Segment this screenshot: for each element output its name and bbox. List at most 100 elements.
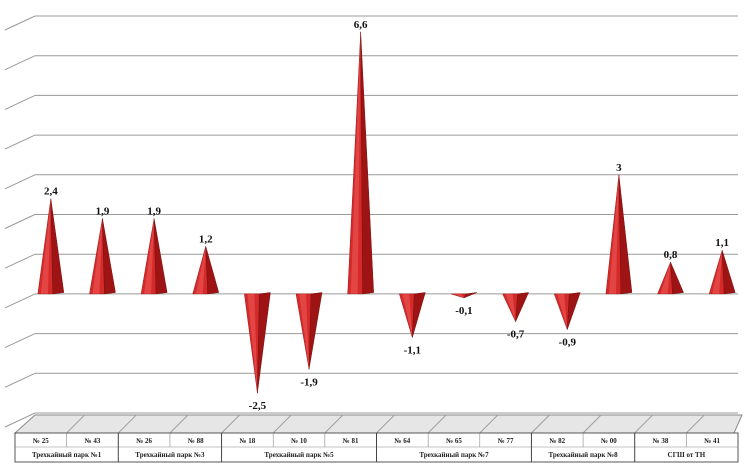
bar-side-face — [308, 292, 323, 370]
category-tick-label: № 26 — [135, 437, 152, 445]
category-tick-label: № 88 — [187, 437, 204, 445]
grid-lines — [4, 15, 738, 428]
floor-divider — [376, 414, 395, 434]
bar-side-face — [463, 292, 478, 299]
gridline-side — [4, 94, 36, 110]
floor-divider — [272, 414, 292, 434]
bar-side-face — [153, 218, 168, 295]
gridline-side — [4, 55, 36, 71]
bar-side-face — [721, 250, 736, 295]
bars-layer — [37, 31, 736, 394]
bar-highlight — [92, 218, 103, 294]
data-label: 0,8 — [664, 249, 678, 261]
bar-highlight — [660, 262, 671, 294]
floor-divider — [66, 414, 85, 434]
bar-№ 18 — [244, 292, 271, 394]
bar-highlight — [712, 250, 723, 294]
bar-side-face — [102, 218, 116, 295]
gridline-side — [4, 372, 36, 388]
bar-№ 26 — [140, 218, 168, 295]
category-tick-label: № 82 — [548, 437, 565, 445]
bar-№ 82 — [553, 292, 581, 330]
gridline-side — [4, 134, 36, 150]
bar-№ 65 — [450, 292, 478, 299]
bar-№ 77 — [502, 292, 530, 323]
bar-highlight — [144, 218, 155, 294]
bar-№ 88 — [192, 246, 220, 295]
bar-№ 81 — [347, 31, 374, 295]
bar-side-face — [567, 292, 581, 330]
floor-divider — [427, 414, 447, 434]
floor-divider — [686, 414, 705, 434]
gridline-side — [4, 214, 36, 229]
floor-divider — [117, 414, 137, 434]
data-label: -1,1 — [404, 345, 421, 357]
category-tick-label: № 43 — [84, 437, 101, 445]
group-label: Трехкайный парк №7 — [419, 451, 489, 459]
category-tick-label: № 18 — [238, 437, 255, 445]
bar-№ 43 — [89, 218, 116, 295]
gridline-side — [4, 293, 36, 309]
data-label: -0,1 — [455, 305, 472, 317]
group-label: Трехкайный парк №8 — [548, 451, 618, 459]
gridline-side — [4, 333, 36, 349]
bar-side-face — [205, 246, 220, 295]
data-labels-layer: 2,4 1,9 1,9 1,2 -2,5 -1,9 6,6 -1,1 -0,1 -0,7 -0,9 3… — [44, 19, 729, 412]
data-label: 3 — [616, 162, 622, 174]
group-label: Трехкайный парк №5 — [264, 451, 334, 459]
bar-side-face — [412, 292, 426, 338]
floor-divider — [479, 414, 499, 434]
category-floor — [13, 414, 743, 434]
data-label: 2,4 — [44, 186, 58, 198]
data-label: 1,9 — [147, 205, 161, 217]
group-label: Трехкайный парк №3 — [135, 451, 205, 459]
category-tick-label: № 10 — [290, 437, 307, 445]
gridline-side — [4, 412, 36, 428]
data-label: 1,1 — [715, 237, 729, 249]
bar-highlight — [608, 174, 619, 294]
floor-divider — [324, 414, 344, 434]
category-tick-label: № 65 — [445, 437, 462, 445]
category-tick-label: № 00 — [600, 437, 617, 445]
bar-№ 10 — [295, 292, 323, 370]
category-tick-label: № 64 — [393, 437, 410, 445]
bar-side-face — [360, 31, 374, 295]
bar-highlight — [350, 31, 361, 294]
group-label: СГШ от ТН — [668, 451, 706, 459]
bar-highlight — [557, 293, 568, 330]
data-label: 1,9 — [96, 205, 110, 217]
group-label: Трехкайный парк №1 — [32, 451, 102, 459]
floor-divider — [221, 414, 240, 434]
data-label: -2,5 — [249, 400, 267, 412]
bar-side-face — [670, 262, 684, 295]
data-label: 1,2 — [199, 233, 213, 245]
gridline-side — [4, 15, 36, 31]
bar-highlight — [402, 293, 413, 338]
category-tick-label: № 38 — [652, 437, 669, 445]
bar-side-face — [515, 292, 530, 322]
bar-№ 00 — [605, 174, 633, 295]
data-label: -0,9 — [559, 337, 577, 349]
bar-highlight — [40, 198, 51, 294]
bar-side-face — [618, 174, 633, 295]
category-tick-label: № 41 — [703, 437, 720, 445]
data-label: -0,7 — [507, 329, 525, 341]
bar-highlight — [247, 293, 258, 394]
bar-highlight — [453, 293, 464, 298]
category-axis: № 25 № 43 № 26 № 88 № 18 № 10 № 81 № 64 № 65 № 77… — [14, 432, 739, 463]
floor-divider — [634, 414, 654, 434]
floor-divider — [531, 414, 550, 434]
bar-№ 41 — [708, 250, 736, 295]
floor-divider — [582, 414, 602, 434]
floor-divider — [169, 414, 189, 434]
bar-side-face — [50, 198, 65, 295]
bar-highlight — [505, 293, 516, 322]
bar-highlight — [195, 246, 206, 294]
data-label: -1,9 — [300, 376, 318, 388]
category-tick-label: № 25 — [32, 437, 49, 445]
gridline-side — [4, 253, 36, 269]
bar-side-face — [257, 292, 271, 394]
bar-№ 38 — [657, 262, 684, 295]
bar-highlight — [299, 293, 310, 370]
